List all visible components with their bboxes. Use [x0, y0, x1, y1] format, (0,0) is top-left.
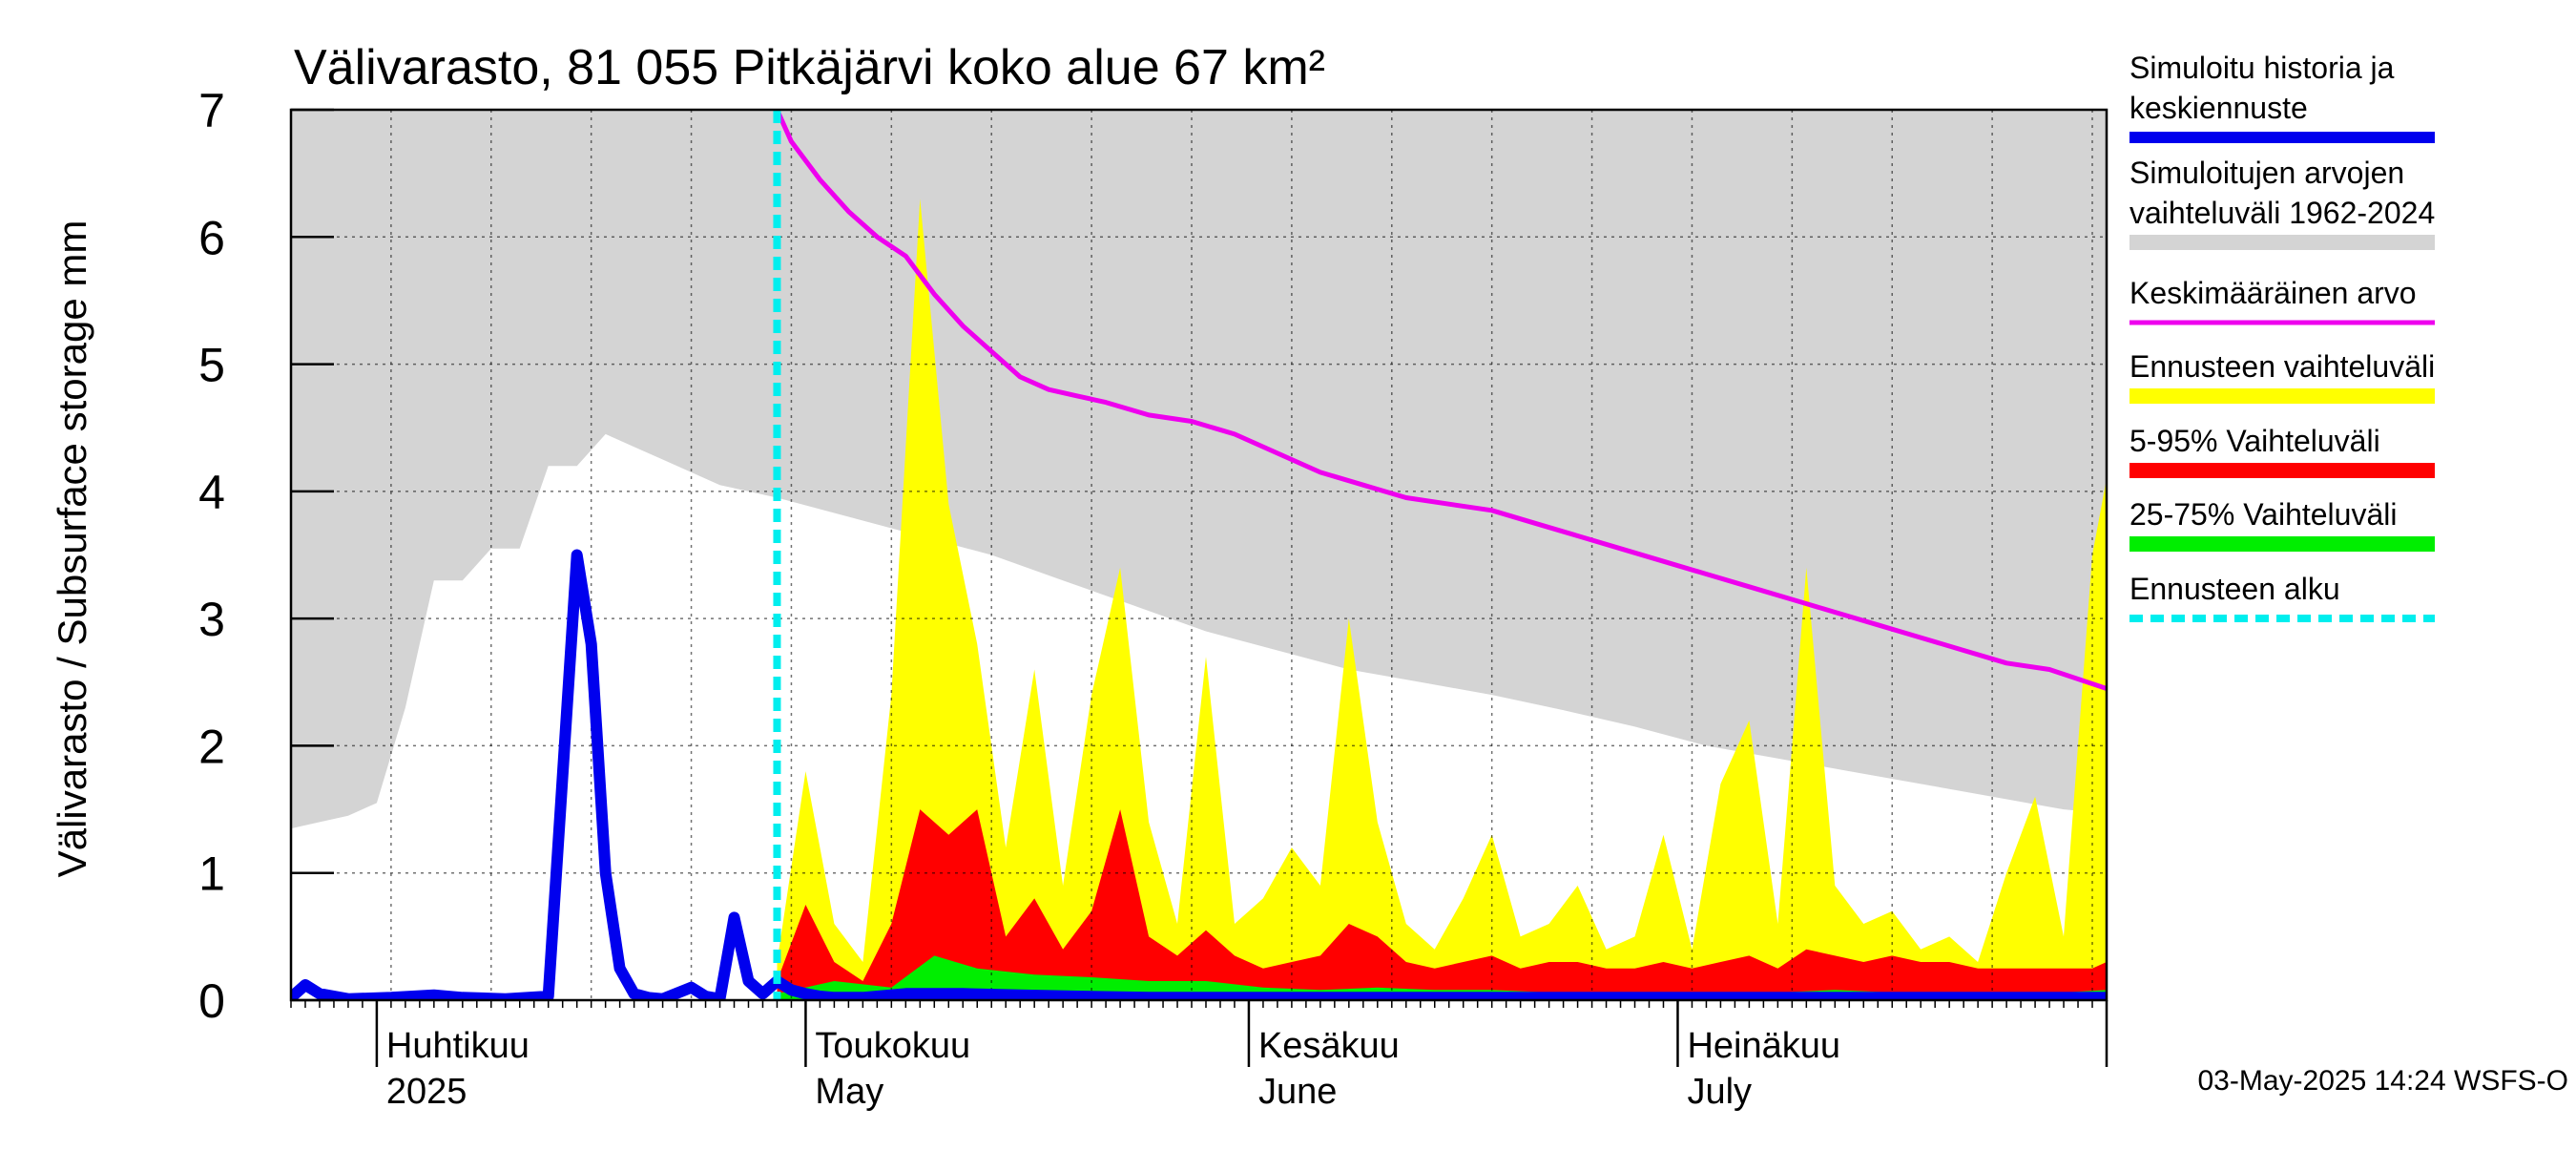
band-0 — [291, 110, 2107, 829]
y-ticks: 0 1 2 3 4 5 6 7 — [198, 84, 334, 1028]
legend-item: Keskimääräinen arvo — [2129, 276, 2435, 325]
x-tick-label-en: July — [1687, 1072, 1752, 1112]
band-2 — [777, 809, 2107, 1000]
legend: Simuloitu historia jakeskiennusteSimuloi… — [2129, 51, 2435, 622]
legend-label: Ennusteen vaihteluväli — [2129, 349, 2435, 384]
legend-label: Simuloitu historia ja — [2129, 51, 2395, 85]
legend-label-2: vaihteluväli 1962-2024 — [2129, 196, 2435, 230]
legend-swatch — [2129, 536, 2435, 552]
x-tick-label-en: May — [815, 1072, 883, 1112]
legend-label: 25-75% Vaihteluväli — [2129, 497, 2397, 532]
grid — [291, 110, 2107, 1000]
legend-item: Simuloitu historia ja keskiennuste — [2129, 51, 2435, 143]
footer-timestamp: 03-May-2025 14:24 WSFS-O — [2198, 1065, 2569, 1097]
y-tick-label: 6 — [198, 211, 225, 264]
y-tick-label: 2 — [198, 720, 225, 773]
y-tick-label: 7 — [198, 84, 225, 137]
legend-swatch — [2129, 388, 2435, 404]
x-tick-label-fi: Toukokuu — [815, 1026, 970, 1066]
legend-item: Simuloitujen arvojen vaihteluväli 1962-20… — [2129, 156, 2435, 250]
legend-item: Ennusteen alku — [2129, 572, 2435, 622]
y-tick-label: 3 — [198, 593, 225, 646]
legend-item: 5-95% Vaihteluväli — [2129, 424, 2435, 478]
x-tick-label-fi: Huhtikuu — [386, 1026, 530, 1066]
plot-area — [291, 110, 2107, 1000]
y-axis-label: Välivarasto / Subsurface storage mm — [50, 220, 94, 878]
legend-label: Ennusteen alku — [2129, 572, 2340, 606]
legend-item: 25-75% Vaihteluväli — [2129, 497, 2435, 552]
y-tick-label: 1 — [198, 847, 225, 901]
legend-swatch — [2129, 463, 2435, 478]
x-tick-label-fi: Kesäkuu — [1258, 1026, 1400, 1066]
series-lines — [291, 110, 2107, 1000]
legend-swatch — [2129, 235, 2435, 250]
x-tick-label-fi: Heinäkuu — [1687, 1026, 1840, 1066]
band-3 — [777, 955, 2107, 1000]
legend-label: Keskimääräinen arvo — [2129, 276, 2417, 310]
y-tick-label: 0 — [198, 974, 225, 1028]
legend-label: 5-95% Vaihteluväli — [2129, 424, 2380, 458]
chart-title: Välivarasto, 81 055 Pitkäjärvi koko alue… — [294, 40, 1325, 95]
x-ticks: Huhtikuu 2025 Toukokuu May Kesäkuu June Heinäk… — [290, 1000, 2109, 1112]
x-tick-label-en: June — [1258, 1072, 1337, 1112]
plot-frame — [289, 108, 2109, 1002]
band-1 — [777, 199, 2107, 1000]
legend-label-2: keskiennuste — [2129, 91, 2308, 125]
x-tick-label-en: 2025 — [386, 1072, 467, 1112]
legend-item: Ennusteen vaihteluväli — [2129, 349, 2435, 404]
y-tick-label: 5 — [198, 339, 225, 392]
legend-label: Simuloitujen arvojen — [2129, 156, 2404, 190]
mean-line — [775, 110, 2107, 691]
y-tick-label: 4 — [198, 466, 225, 519]
plot-border — [289, 108, 2109, 1002]
